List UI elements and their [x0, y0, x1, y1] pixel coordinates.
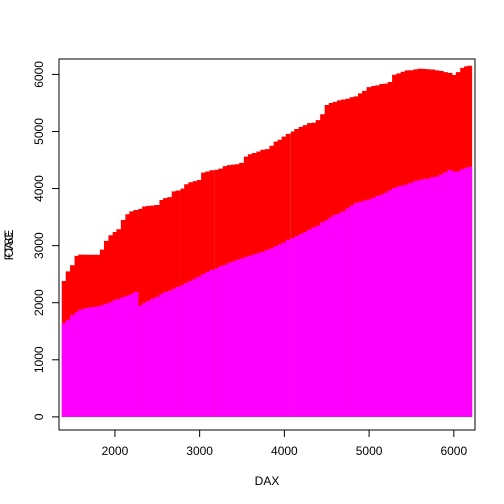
y-tick-label-1: 1000 — [32, 346, 46, 373]
x-axis: 2000 3000 4000 5000 6000 — [102, 429, 467, 458]
x-tick-label-2: 4000 — [271, 444, 298, 458]
bars-layer — [61, 65, 473, 417]
x-tick-label-0: 2000 — [102, 444, 129, 458]
y-tick-label-5: 5000 — [32, 118, 46, 145]
x-tick-label-4: 6000 — [440, 444, 467, 458]
y-tick-label-0: 0 — [32, 413, 46, 420]
y-axis-label-cac: CAC — [2, 232, 16, 258]
x-tick-label-3: 5000 — [356, 444, 383, 458]
x-axis-label: DAX — [255, 474, 280, 488]
y-tick-label-3: 3000 — [32, 232, 46, 259]
x-tick-label-1: 3000 — [186, 444, 213, 458]
y-tick-label-4: 4000 — [32, 175, 46, 202]
y-tick-label-2: 2000 — [32, 289, 46, 316]
y-axis-label-ftse: FTSE — [2, 230, 16, 261]
y-tick-label-6: 6000 — [32, 61, 46, 88]
y-axis: 0 1000 2000 3000 4000 5000 6000 — [32, 61, 60, 420]
